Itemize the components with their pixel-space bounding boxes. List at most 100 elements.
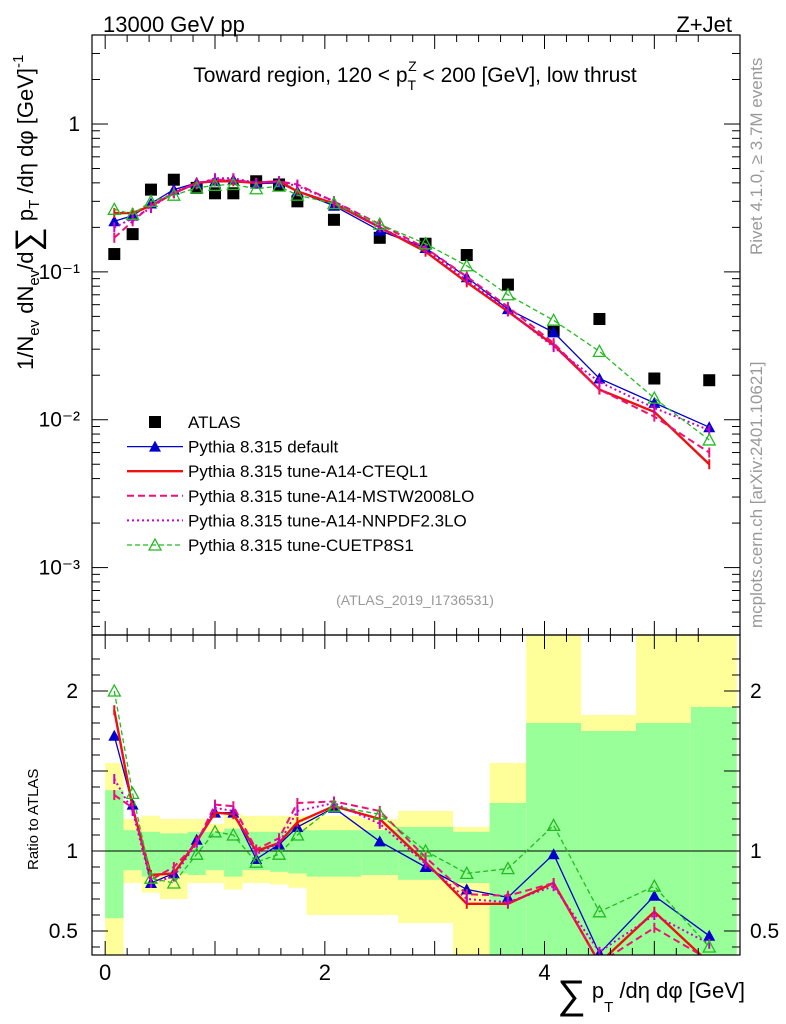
- triangle-marker-r0-0: [108, 729, 121, 741]
- data-point-0-18: [703, 374, 716, 387]
- open-triangle-marker-r4-7: [249, 854, 264, 868]
- main-series-0: [108, 173, 716, 387]
- green-band-9: [288, 830, 307, 874]
- x-tick-label-0: 0: [99, 960, 111, 985]
- data-point-0-2: [144, 183, 157, 196]
- triangle-marker-r0-11: [373, 835, 386, 847]
- analysis-label: (ATLAS_2019_I1736531): [336, 592, 494, 608]
- legend-label-0: ATLAS: [188, 413, 241, 432]
- ratio-line-4: [113, 690, 710, 948]
- ratio-y-tick-label-left-0: 0.5: [49, 920, 78, 943]
- triangle-marker-1-17: [648, 396, 661, 408]
- main-line-5: [114, 183, 710, 441]
- triangle-marker-1-0: [108, 215, 121, 227]
- open-triangle-marker-legend-5: [147, 537, 163, 551]
- main-y-tick-label-0: 1: [68, 113, 80, 136]
- ratio-y-tick-label-left-1: 1: [66, 840, 78, 863]
- green-band-1: [123, 830, 142, 871]
- green-band-8: [269, 831, 289, 872]
- open-triangle-marker-5-5: [207, 177, 223, 191]
- open-triangle-marker-5-9: [290, 187, 305, 201]
- open-triangle-marker-r4-13: [459, 866, 474, 880]
- main-series-layer: [107, 173, 717, 470]
- ratio-series-4: [107, 683, 717, 953]
- main-series-5: [107, 177, 717, 446]
- main-line-4: [113, 177, 710, 432]
- open-triangle-marker-5-4: [189, 180, 204, 194]
- triangle-marker-legend-1: [149, 440, 161, 452]
- open-triangle-marker-r4-5: [207, 824, 223, 838]
- header-process: Z+Jet: [676, 12, 732, 37]
- legend-label-5: Pythia 8.315 tune-CUETP8S1: [188, 536, 414, 555]
- data-point-0-0: [108, 248, 121, 261]
- green-band-10: [306, 830, 362, 877]
- legend: ATLAS Pythia 8.315 default Pythia 8.315 tu…: [127, 413, 474, 555]
- data-point-0-17: [648, 372, 661, 385]
- main-line-3: [113, 178, 710, 454]
- x-tick-label-4: 4: [538, 960, 550, 985]
- main-series-4: [113, 173, 711, 436]
- triangle-marker-1-15: [547, 326, 560, 338]
- rivet-label: Rivet 4.1.0, ≥ 3.7M events: [747, 58, 766, 255]
- open-triangle-marker-r4-9: [290, 827, 305, 841]
- open-triangle-marker-r4-2: [143, 870, 159, 884]
- open-triangle-marker-5-14: [500, 287, 516, 301]
- data-point-0-16: [593, 313, 606, 326]
- data-point-0-3: [167, 173, 180, 186]
- x-axis-title: ∑ pT /dη dφ [GeV]: [557, 973, 745, 1017]
- open-triangle-marker-5-18: [702, 432, 717, 446]
- open-triangle-marker-5-8: [271, 178, 287, 192]
- open-triangle-marker-r4-0: [107, 683, 122, 697]
- data-point-legend-0: [149, 416, 161, 428]
- data-point-0-9: [291, 195, 304, 208]
- open-triangle-marker-r4-14: [500, 861, 516, 875]
- mcplots-label: mcplots.cern.ch [arXiv:2401.10621]: [747, 362, 766, 628]
- open-triangle-marker-5-3: [166, 187, 181, 201]
- open-triangle-marker-5-11: [372, 216, 387, 230]
- open-triangle-marker-r4-3: [166, 875, 181, 889]
- ratio-series-layer: [107, 683, 717, 955]
- legend-label-2: Pythia 8.315 tune-A14-CTEQL1: [188, 462, 428, 481]
- open-triangle-marker-r4-10: [326, 798, 342, 812]
- green-band-0: [105, 790, 124, 919]
- green-band-14: [489, 803, 527, 955]
- main-y-tick-label-1: 10⁻¹: [39, 261, 80, 284]
- open-triangle-marker-5-10: [326, 196, 342, 210]
- open-triangle-marker-r4-1: [125, 786, 140, 800]
- data-point-0-10: [327, 213, 340, 226]
- open-triangle-marker-r4-6: [226, 827, 241, 841]
- data-point-0-6: [227, 187, 240, 200]
- main-y-tick-label-3: 10⁻³: [39, 557, 80, 580]
- open-triangle-marker-r4-16: [592, 904, 607, 918]
- open-triangle-marker-r4-17: [647, 878, 662, 892]
- ratio-y-tick-label-right-1: 1: [750, 840, 762, 863]
- axes-layer: 0 2 4 1 10⁻¹ 10⁻² 10⁻³ 0.5 0.5 1 1 2 2: [39, 34, 779, 985]
- open-triangle-marker-5-15: [546, 312, 561, 327]
- triangle-marker-r0-15: [547, 848, 560, 860]
- header-energy: 13000 GeV pp: [103, 12, 245, 37]
- open-triangle-marker-r4-15: [546, 818, 561, 832]
- ratio-y-tick-label-right-2: 2: [750, 680, 762, 703]
- open-triangle-marker-5-7: [249, 181, 264, 195]
- open-triangle-marker-r4-18: [702, 939, 717, 953]
- ratio-y-axis-title: Ratio to ATLAS: [25, 769, 42, 870]
- ratio-frame: [91, 634, 741, 956]
- data-point-0-13: [460, 249, 473, 262]
- data-point-0-14: [501, 278, 514, 291]
- green-band-18: [690, 707, 737, 955]
- open-triangle-marker-5-16: [592, 344, 607, 358]
- open-triangle-marker-r4-4: [189, 846, 204, 860]
- legend-label-3: Pythia 8.315 tune-A14-MSTW2008LO: [188, 487, 474, 506]
- open-triangle-marker-5-2: [143, 193, 159, 207]
- open-triangle-marker-5-1: [125, 206, 140, 220]
- green-band-16: [581, 731, 636, 955]
- ratio-y-tick-label-right-0: 0.5: [750, 920, 779, 943]
- data-point-0-1: [126, 228, 139, 241]
- legend-label-4: Pythia 8.315 tune-A14-NNPDF2.3LO: [188, 511, 467, 530]
- triangle-marker-r0-18: [703, 929, 716, 941]
- open-triangle-marker-5-13: [459, 258, 474, 272]
- triangle-marker-r0-17: [648, 889, 661, 901]
- data-point-0-5: [209, 187, 222, 200]
- open-triangle-marker-5-17: [647, 390, 662, 404]
